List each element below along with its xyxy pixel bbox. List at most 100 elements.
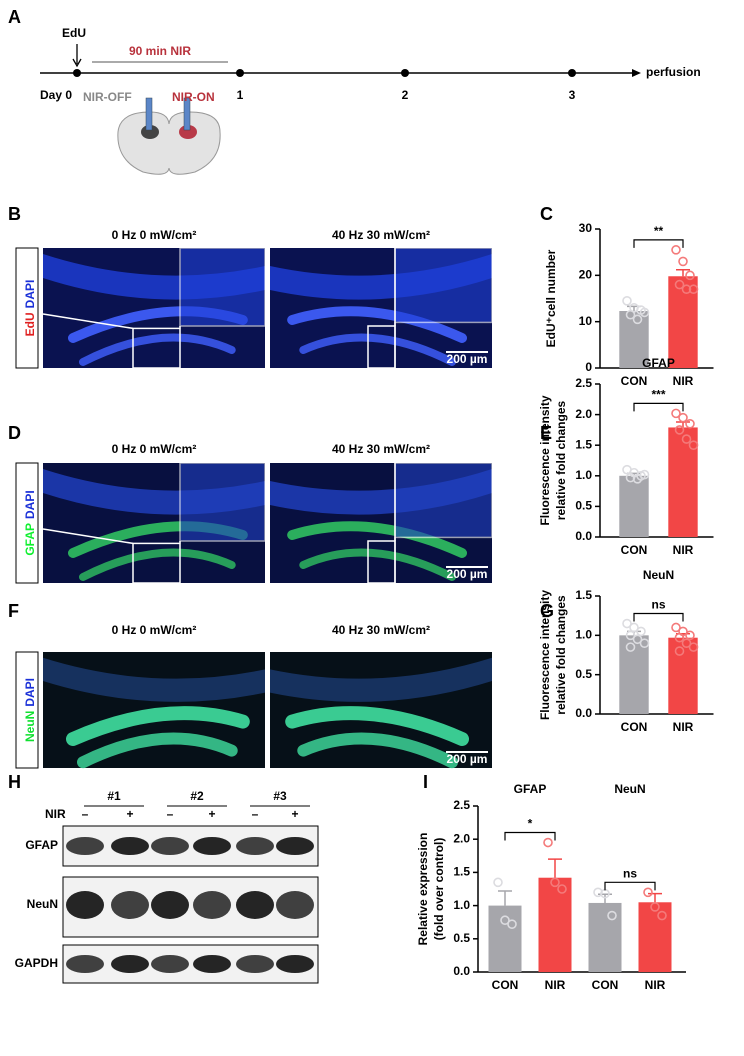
condition-label: 40 Hz 30 mW/cm² xyxy=(332,442,430,456)
error-bar xyxy=(498,890,512,906)
blot-band xyxy=(66,955,104,973)
day-label: 2 xyxy=(402,88,409,102)
y-tick-label: 2.5 xyxy=(453,798,470,812)
y-axis-label: relative fold changes xyxy=(554,595,568,715)
nir-on-label: NIR-ON xyxy=(172,90,215,104)
stain-label-box xyxy=(15,651,39,769)
x-tick-label: CON xyxy=(621,374,648,388)
blot-band xyxy=(276,891,314,919)
blot-band xyxy=(111,891,149,919)
stain-name: GFAP xyxy=(23,523,37,556)
y-tick-label: 1.5 xyxy=(575,588,592,602)
stain-label-box xyxy=(15,247,39,369)
data-point xyxy=(685,630,695,641)
scale-bar-label: 200 µm xyxy=(447,567,488,581)
blot-band xyxy=(151,837,189,855)
x-tick-label: CON xyxy=(621,720,648,734)
data-point xyxy=(643,887,653,898)
granule-layer xyxy=(299,333,456,366)
condition-label: 40 Hz 30 mW/cm² xyxy=(332,228,430,242)
nir-off-label: NIR-OFF xyxy=(83,90,132,104)
panel-label: G xyxy=(540,601,554,621)
x-tick-label: CON xyxy=(592,978,619,992)
brain-on-spot xyxy=(179,125,197,139)
data-point xyxy=(625,630,636,641)
sample-label: #3 xyxy=(273,789,287,803)
significance-label: *** xyxy=(651,388,665,402)
sample-label: #2 xyxy=(190,789,204,803)
y-tick-label: 10 xyxy=(579,314,593,328)
timeline-arrow xyxy=(632,69,641,77)
group-label: NeuN xyxy=(614,782,645,796)
y-tick-label: 0.0 xyxy=(453,964,470,978)
blot-band xyxy=(151,891,189,919)
stain-name: NeuN xyxy=(23,711,37,742)
timeline-dot xyxy=(73,69,81,77)
granule-layer xyxy=(77,732,238,769)
data-point xyxy=(632,634,643,645)
protein-label: GAPDH xyxy=(15,956,58,970)
y-tick-label: 1.5 xyxy=(575,437,592,451)
day-label: Day 0 xyxy=(40,88,72,102)
blot-frame xyxy=(62,944,319,984)
data-point xyxy=(607,910,617,921)
granule-layer xyxy=(79,548,236,581)
error-bar xyxy=(648,892,662,903)
y-axis-label: Fluorescence intensity xyxy=(538,395,552,525)
bar xyxy=(638,902,672,972)
x-tick-label: NIR xyxy=(673,374,694,388)
blot-band xyxy=(236,891,274,919)
edu-arrow-head xyxy=(72,58,82,68)
bar xyxy=(619,475,649,537)
data-point xyxy=(688,642,699,652)
significance-bracket xyxy=(633,612,684,622)
y-axis-label: Fluorescence intensity xyxy=(538,590,552,720)
blot-band xyxy=(193,837,231,855)
significance-label: * xyxy=(528,817,533,831)
y-tick-label: 20 xyxy=(579,268,593,282)
y-axis-label: Relative expression xyxy=(416,833,430,946)
data-point xyxy=(681,434,692,444)
stain-name: DAPI xyxy=(23,280,37,309)
timeline-dot xyxy=(236,69,244,77)
x-tick-label: NIR xyxy=(673,720,694,734)
blot-band xyxy=(276,837,314,855)
stain-name: DAPI xyxy=(23,678,37,707)
data-point xyxy=(671,245,681,255)
stain-label-box xyxy=(15,462,39,584)
treatment-label: NIR xyxy=(45,807,66,821)
data-point xyxy=(632,314,643,325)
y-tick-label: 2.0 xyxy=(575,407,592,421)
blot-band xyxy=(151,955,189,973)
data-point xyxy=(681,638,692,649)
y-tick-label: 0.5 xyxy=(575,667,592,681)
treatment-sign: + xyxy=(126,807,133,821)
data-point xyxy=(493,877,503,888)
treatment-sign: – xyxy=(252,807,259,821)
tissue-layer xyxy=(270,657,492,702)
treatment-sign: + xyxy=(291,807,298,821)
data-point xyxy=(678,412,688,423)
data-point xyxy=(674,279,685,290)
tissue-layer xyxy=(43,657,265,702)
blot-band xyxy=(66,837,104,855)
condition-label: 40 Hz 30 mW/cm² xyxy=(332,623,430,637)
granule-layer xyxy=(287,521,467,558)
bar xyxy=(588,902,622,972)
granule-layer xyxy=(66,706,250,746)
significance-bracket xyxy=(633,402,684,412)
data-point xyxy=(550,877,560,888)
brain-shape xyxy=(117,111,221,175)
protein-label: NeuN xyxy=(27,897,58,911)
sample-label: #1 xyxy=(107,789,121,803)
stain-label: GFAP DAPI xyxy=(23,490,37,555)
granule-layer xyxy=(297,732,458,769)
y-tick-label: 0.5 xyxy=(453,931,470,945)
panel-label: D xyxy=(8,423,21,443)
data-point xyxy=(625,642,636,652)
condition-label: 0 Hz 0 mW/cm² xyxy=(112,623,197,637)
data-point xyxy=(650,902,660,912)
data-point xyxy=(625,309,636,320)
data-point xyxy=(622,296,632,306)
scale-bar-label: 200 µm xyxy=(447,752,488,766)
